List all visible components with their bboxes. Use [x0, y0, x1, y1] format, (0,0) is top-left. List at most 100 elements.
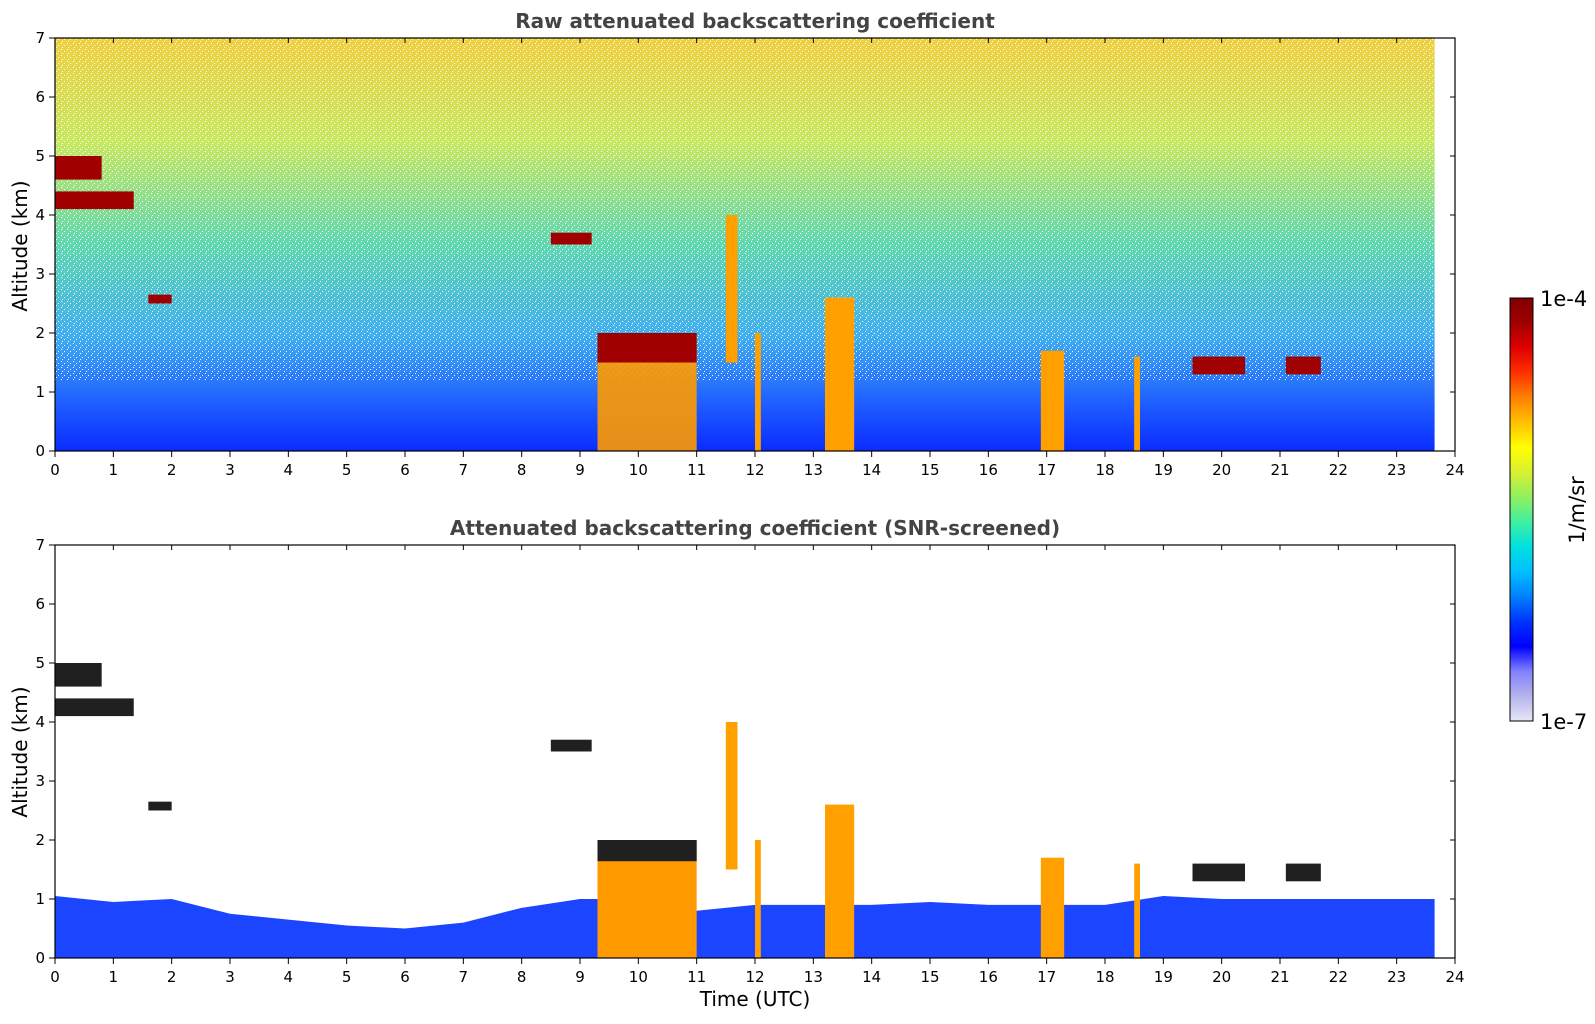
x-tick-label: 11 [687, 461, 706, 479]
x-tick-label: 2 [167, 461, 177, 479]
x-tick-label: 13 [804, 461, 823, 479]
x-tick-label: 5 [342, 461, 352, 479]
y-tick-label: 5 [35, 654, 45, 672]
cloud-column [755, 333, 761, 451]
y-tick-label: 7 [35, 536, 45, 554]
y-tick-label: 6 [35, 88, 45, 106]
cloud-layer [55, 156, 102, 180]
x-tick-label: 13 [804, 968, 823, 986]
x-tick-label: 7 [459, 461, 469, 479]
x-tick-label: 17 [1037, 461, 1056, 479]
x-tick-label: 10 [629, 461, 648, 479]
y-axis-ticks: 0 1 2 3 4 5 6 7 [35, 536, 1455, 967]
x-tick-label: 0 [50, 461, 60, 479]
chart-title: Raw attenuated backscattering coefficien… [515, 9, 995, 33]
x-tick-label: 22 [1329, 968, 1348, 986]
y-axis-label: Altitude (km) [8, 180, 32, 311]
cloud-layer [148, 801, 172, 811]
y-tick-label: 5 [35, 147, 45, 165]
x-tick-label: 6 [400, 968, 410, 986]
colorbar-gradient [1509, 297, 1534, 722]
x-tick-label: 15 [920, 968, 939, 986]
cloud-column [725, 215, 738, 363]
chart-title: Attenuated backscattering coefficient (S… [450, 516, 1060, 540]
x-tick-label: 11 [687, 968, 706, 986]
x-tick-label: 8 [517, 461, 527, 479]
colorbar-max-label: 1e-4 [1540, 287, 1587, 311]
x-axis-label: Time (UTC) [699, 987, 811, 1011]
y-tick-label: 0 [35, 949, 45, 967]
y-tick-label: 1 [35, 383, 45, 401]
x-tick-label: 3 [225, 461, 235, 479]
x-tick-label: 24 [1445, 461, 1464, 479]
cloud-layer [55, 191, 134, 210]
cloud-layer [550, 232, 592, 245]
cloud-column [725, 722, 738, 870]
y-tick-label: 2 [35, 831, 45, 849]
x-tick-label: 10 [629, 968, 648, 986]
x-tick-label: 9 [575, 968, 585, 986]
cloud-column [825, 804, 855, 958]
x-tick-label: 19 [1154, 461, 1173, 479]
cloud-layer [1192, 863, 1245, 882]
x-axis-ticks: 0 1 2 3 4 5 6 7 8 9 10 11 12 13 14 15 16 17 18 19 20 21 22 23 24 [50, 38, 1465, 479]
x-tick-label: 1 [109, 461, 119, 479]
plot-area [55, 38, 1435, 451]
x-tick-label: 4 [284, 461, 294, 479]
x-tick-label: 1 [109, 968, 119, 986]
cloud-features [55, 156, 1321, 451]
x-tick-label: 23 [1387, 968, 1406, 986]
plot-area [55, 663, 1435, 958]
x-tick-label: 2 [167, 968, 177, 986]
cloud-features [55, 663, 1321, 958]
x-tick-label: 7 [459, 968, 469, 986]
x-tick-label: 16 [979, 968, 998, 986]
snr-screened-panel: Attenuated backscattering coefficient (S… [8, 516, 1465, 1011]
cloud-layer [1285, 863, 1321, 882]
cloud-layer [55, 698, 134, 717]
y-tick-label: 1 [35, 890, 45, 908]
x-tick-label: 4 [284, 968, 294, 986]
cloud-column [825, 297, 855, 451]
x-tick-label: 18 [1095, 461, 1114, 479]
x-tick-label: 18 [1095, 968, 1114, 986]
x-tick-label: 21 [1270, 968, 1289, 986]
cloud-layer [55, 663, 102, 687]
boundary-layer-area [55, 896, 1435, 958]
cloud-layer [1192, 356, 1245, 375]
cloud-top [597, 840, 697, 862]
x-tick-label: 12 [745, 968, 764, 986]
x-tick-label: 20 [1212, 461, 1231, 479]
x-tick-label: 21 [1270, 461, 1289, 479]
y-tick-label: 2 [35, 324, 45, 342]
cloud-layer [148, 294, 172, 304]
x-tick-label: 0 [50, 968, 60, 986]
x-tick-label: 17 [1037, 968, 1056, 986]
y-axis-label: Altitude (km) [8, 686, 32, 817]
y-tick-label: 6 [35, 595, 45, 613]
x-tick-label: 20 [1212, 968, 1231, 986]
y-tick-label: 0 [35, 442, 45, 460]
cloud-column [1040, 350, 1065, 451]
noise-speckle [55, 38, 1435, 381]
x-tick-label: 3 [225, 968, 235, 986]
x-tick-label: 12 [745, 461, 764, 479]
raw-backscatter-panel: Raw attenuated backscattering coefficien… [8, 9, 1465, 479]
y-tick-label: 4 [35, 713, 45, 731]
x-tick-label: 14 [862, 461, 881, 479]
colorbar-min-label: 1e-7 [1540, 710, 1587, 734]
cloud-column [1134, 356, 1140, 451]
x-tick-label: 6 [400, 461, 410, 479]
x-tick-label: 9 [575, 461, 585, 479]
x-tick-label: 14 [862, 968, 881, 986]
x-tick-label: 15 [920, 461, 939, 479]
y-tick-label: 3 [35, 772, 45, 790]
cloud-layer [550, 739, 592, 752]
y-axis-ticks: 0 1 2 3 4 5 6 7 [35, 29, 1455, 460]
x-tick-label: 19 [1154, 968, 1173, 986]
x-tick-label: 16 [979, 461, 998, 479]
colorbar: 1e-4 1e-7 1/m/sr [1509, 287, 1589, 734]
x-tick-label: 5 [342, 968, 352, 986]
